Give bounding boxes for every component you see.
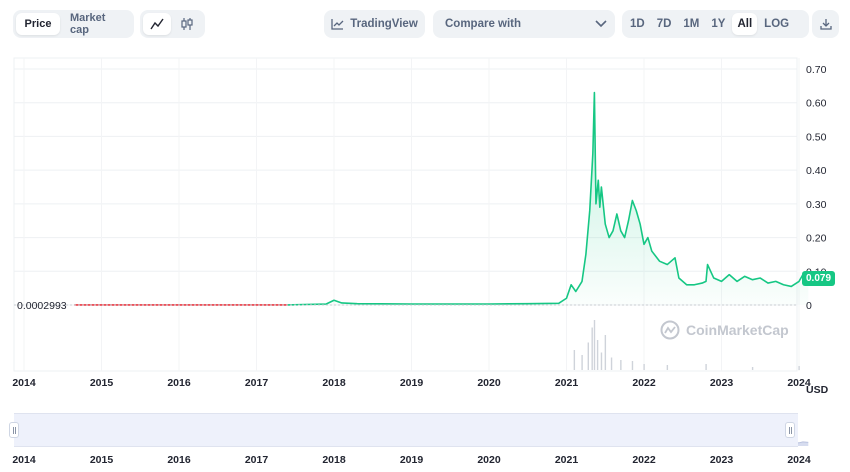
- compare-with-dropdown[interactable]: Compare with: [433, 10, 615, 38]
- volume-bar: [666, 365, 669, 370]
- chevron-down-icon: [595, 20, 607, 28]
- chart-style-switch: [140, 10, 205, 38]
- x-tick-label: 2016: [167, 377, 191, 389]
- navigator-x-tick-label: 2023: [710, 454, 734, 466]
- chart-toolbar: Price Market cap TradingView Compare wit…: [0, 10, 850, 38]
- navigator-x-tick-label: 2015: [90, 454, 114, 466]
- y-tick-label: 0.50: [806, 131, 827, 143]
- volume-bar: [581, 355, 583, 370]
- navigator-x-tick-label: 2016: [167, 454, 191, 466]
- time-range-switch: 1D 7D 1M 1Y All LOG: [622, 10, 809, 38]
- price-chart[interactable]: 0.700.600.500.400.300.200.100 2014201520…: [0, 50, 850, 470]
- market-cap-tab[interactable]: Market cap: [70, 12, 106, 36]
- range-1d-button[interactable]: 1D: [630, 18, 645, 30]
- navigator-x-tick-label: 2024: [787, 454, 811, 466]
- navigator-x-tick-label: 2017: [245, 454, 269, 466]
- volume-bar: [705, 364, 707, 370]
- x-tick-label: 2014: [12, 377, 36, 389]
- range-1y-button[interactable]: 1Y: [711, 18, 726, 30]
- current-price-badge: 0.079: [802, 271, 835, 286]
- x-tick-label: 2018: [322, 377, 346, 389]
- download-icon: [819, 19, 832, 30]
- compare-with-label: Compare with: [445, 18, 522, 30]
- chart-data-type-switch: Price Market cap: [13, 10, 134, 38]
- volume-bar: [587, 342, 589, 370]
- navigator-x-tick-label: 2018: [322, 454, 346, 466]
- y-tick-label: 0.20: [806, 233, 827, 245]
- navigator-left-handle[interactable]: [9, 422, 19, 438]
- currency-axis-label: USD: [806, 384, 829, 396]
- log-scale-button[interactable]: LOG: [764, 18, 790, 30]
- volume-bar: [620, 360, 622, 370]
- price-line: [287, 91, 809, 306]
- x-tick-label: 2017: [245, 377, 269, 389]
- navigator-x-tick-label: 2019: [400, 454, 424, 466]
- tradingview-label: TradingView: [350, 18, 418, 30]
- volume-bar: [798, 366, 800, 370]
- x-tick-label: 2021: [555, 377, 579, 389]
- volume-bar: [573, 350, 576, 370]
- volume-bar: [643, 364, 645, 370]
- tradingview-chart-icon: [331, 19, 344, 30]
- volume-bar: [751, 367, 754, 370]
- navigator-right-handle[interactable]: [785, 422, 795, 438]
- volume-bar: [593, 320, 596, 370]
- coinmarketcap-watermark: CoinMarketCap: [660, 320, 789, 340]
- volume-bar: [600, 352, 603, 370]
- range-7d-button[interactable]: 7D: [656, 18, 672, 30]
- volume-bar: [631, 361, 634, 370]
- candlestick-icon: [181, 18, 193, 30]
- navigator-x-tick-label: 2014: [12, 454, 36, 466]
- chart-frame: [13, 57, 798, 372]
- candlestick-button[interactable]: [173, 13, 201, 35]
- download-button[interactable]: [812, 10, 839, 38]
- volume-bar: [591, 327, 593, 370]
- y-tick-label: 0: [806, 300, 812, 312]
- volume-bar: [604, 335, 607, 370]
- price-tab[interactable]: Price: [16, 13, 60, 35]
- x-tick-label: 2020: [477, 377, 501, 389]
- y-tick-label: 0.60: [806, 98, 827, 110]
- x-tick-label: 2024: [787, 377, 811, 389]
- y-tick-label: 0.40: [806, 165, 827, 177]
- range-all-button[interactable]: All: [732, 13, 758, 35]
- x-tick-label: 2019: [400, 377, 424, 389]
- x-tick-label: 2015: [90, 377, 114, 389]
- range-1m-button[interactable]: 1M: [683, 18, 700, 30]
- y-tick-label: 0.30: [806, 199, 827, 211]
- line-chart-button[interactable]: [143, 13, 171, 35]
- baseline-price-label: 0.0002993: [17, 300, 67, 312]
- line-chart-icon: [150, 18, 164, 30]
- y-tick-label: 0.70: [806, 64, 827, 76]
- x-tick-label: 2022: [632, 377, 656, 389]
- coinmarketcap-logo-icon: [660, 320, 680, 340]
- tradingview-button[interactable]: TradingView: [324, 10, 425, 38]
- navigator-x-tick-label: 2021: [555, 454, 579, 466]
- volume-bar: [596, 340, 599, 370]
- x-tick-label: 2023: [710, 377, 734, 389]
- volume-bar: [610, 357, 613, 370]
- navigator-x-tick-label: 2022: [632, 454, 656, 466]
- range-navigator[interactable]: [14, 413, 798, 447]
- navigator-x-tick-label: 2020: [477, 454, 501, 466]
- price-area: [287, 92, 809, 305]
- watermark-text: CoinMarketCap: [686, 322, 789, 338]
